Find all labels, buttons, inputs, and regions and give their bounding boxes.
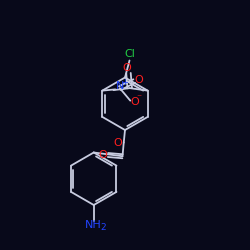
- Text: ⁻: ⁻: [137, 94, 142, 104]
- Text: Cl: Cl: [124, 49, 136, 59]
- Text: 2: 2: [100, 223, 106, 232]
- Text: O: O: [114, 138, 122, 148]
- Text: N: N: [116, 81, 124, 91]
- Text: +: +: [121, 78, 128, 87]
- Text: O: O: [130, 97, 139, 107]
- Text: O: O: [98, 150, 108, 160]
- Text: O: O: [122, 62, 131, 72]
- Text: O: O: [134, 75, 143, 85]
- Text: NH: NH: [84, 220, 101, 230]
